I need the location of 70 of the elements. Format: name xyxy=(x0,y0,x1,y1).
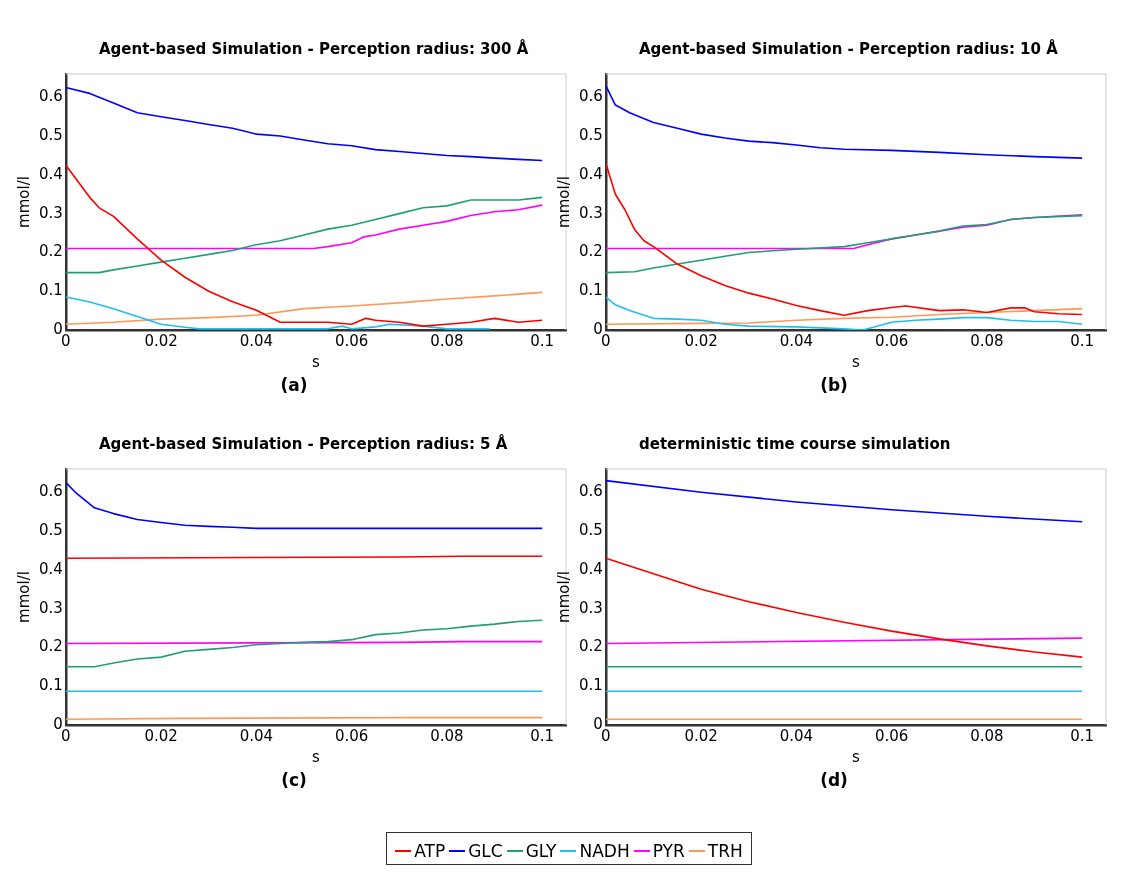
y-tick-label: 0.4 xyxy=(39,164,63,183)
y-tick-label: 0.4 xyxy=(579,164,603,183)
legend-label: ATP xyxy=(414,841,446,861)
x-tick-label: 0.02 xyxy=(144,726,178,745)
y-tick-label: 0 xyxy=(53,319,63,338)
x-tick-label: 0.06 xyxy=(874,726,909,745)
y-tick-label: 0.5 xyxy=(39,520,63,539)
x-tick-label: 0.1 xyxy=(1070,726,1095,745)
y-tick-label: 0.2 xyxy=(579,242,603,261)
x-tick-label: 0.06 xyxy=(874,331,909,350)
text: (c) xyxy=(280,770,308,790)
x-tick-label: 0.1 xyxy=(1070,331,1095,350)
y-tick-label: 0 xyxy=(593,319,603,338)
y-tick-label: 0.3 xyxy=(39,203,63,222)
y-tick-label: 0.1 xyxy=(39,281,63,300)
x-tick-label: 0.04 xyxy=(779,726,814,745)
chart-title: Agent-based Simulation - Perception radius: 300 Å xyxy=(99,40,529,58)
legend-label: GLY xyxy=(525,841,557,861)
x-tick-label: 0.04 xyxy=(239,726,274,745)
y-tick-label: 0.3 xyxy=(579,203,603,222)
x-tick-label: 0.1 xyxy=(530,331,555,350)
y-tick-label: 0.1 xyxy=(39,676,63,695)
chart-title: Agent-based Simulation - Perception radius: 5 Å xyxy=(99,435,508,453)
y-axis-title: mmol/l xyxy=(554,176,573,228)
legend-label: TRH xyxy=(707,841,743,861)
x-tick-label: 0.02 xyxy=(144,331,178,350)
y-tick-label: 0.6 xyxy=(39,482,63,501)
x-axis-title: s xyxy=(312,747,321,766)
y-tick-label: 0 xyxy=(53,714,63,733)
x-axis-title: s xyxy=(852,747,861,766)
y-tick-label: 0.2 xyxy=(579,637,603,656)
y-tick-label: 0.5 xyxy=(579,520,603,539)
y-tick-label: 0.6 xyxy=(39,87,63,106)
y-tick-label: 0.6 xyxy=(579,482,603,501)
y-tick-label: 0 xyxy=(593,714,603,733)
x-tick-label: 0.04 xyxy=(779,331,814,350)
y-tick-label: 0.4 xyxy=(39,559,63,578)
x-axis-title: s xyxy=(312,352,321,371)
y-tick-label: 0.1 xyxy=(579,676,603,695)
x-tick-label: 0.06 xyxy=(334,331,369,350)
chart-title: deterministic time course simulation xyxy=(639,435,951,453)
text: (b) xyxy=(819,375,849,395)
y-tick-label: 0.5 xyxy=(579,125,603,144)
y-tick-label: 0.4 xyxy=(579,559,603,578)
y-axis-title: mmol/l xyxy=(14,571,33,623)
x-tick-label: 0.08 xyxy=(970,726,1004,745)
y-tick-label: 0.1 xyxy=(579,281,603,300)
legend-label: PYR xyxy=(652,841,685,861)
x-tick-label: 0.08 xyxy=(430,726,464,745)
legend-label: NADH xyxy=(579,841,630,861)
x-tick-label: 0.06 xyxy=(334,726,369,745)
y-tick-label: 0.6 xyxy=(579,87,603,106)
chart-title: Agent-based Simulation - Perception radius: 10 Å xyxy=(639,40,1058,58)
x-tick-label: 0.08 xyxy=(970,331,1004,350)
text: (d) xyxy=(819,770,849,790)
y-axis-title: mmol/l xyxy=(554,571,573,623)
y-tick-label: 0.2 xyxy=(39,637,63,656)
x-axis-title: s xyxy=(852,352,861,371)
x-tick-label: 0.02 xyxy=(684,726,718,745)
text: (a) xyxy=(279,375,309,395)
x-tick-label: 0.08 xyxy=(430,331,464,350)
y-tick-label: 0.2 xyxy=(39,242,63,261)
x-tick-label: 0.02 xyxy=(684,331,718,350)
x-tick-label: 0.1 xyxy=(530,726,555,745)
y-tick-label: 0.3 xyxy=(39,598,63,617)
x-tick-label: 0.04 xyxy=(239,331,274,350)
y-axis-title: mmol/l xyxy=(14,176,33,228)
y-tick-label: 0.5 xyxy=(39,125,63,144)
legend-label: GLC xyxy=(468,841,503,861)
y-tick-label: 0.3 xyxy=(579,598,603,617)
